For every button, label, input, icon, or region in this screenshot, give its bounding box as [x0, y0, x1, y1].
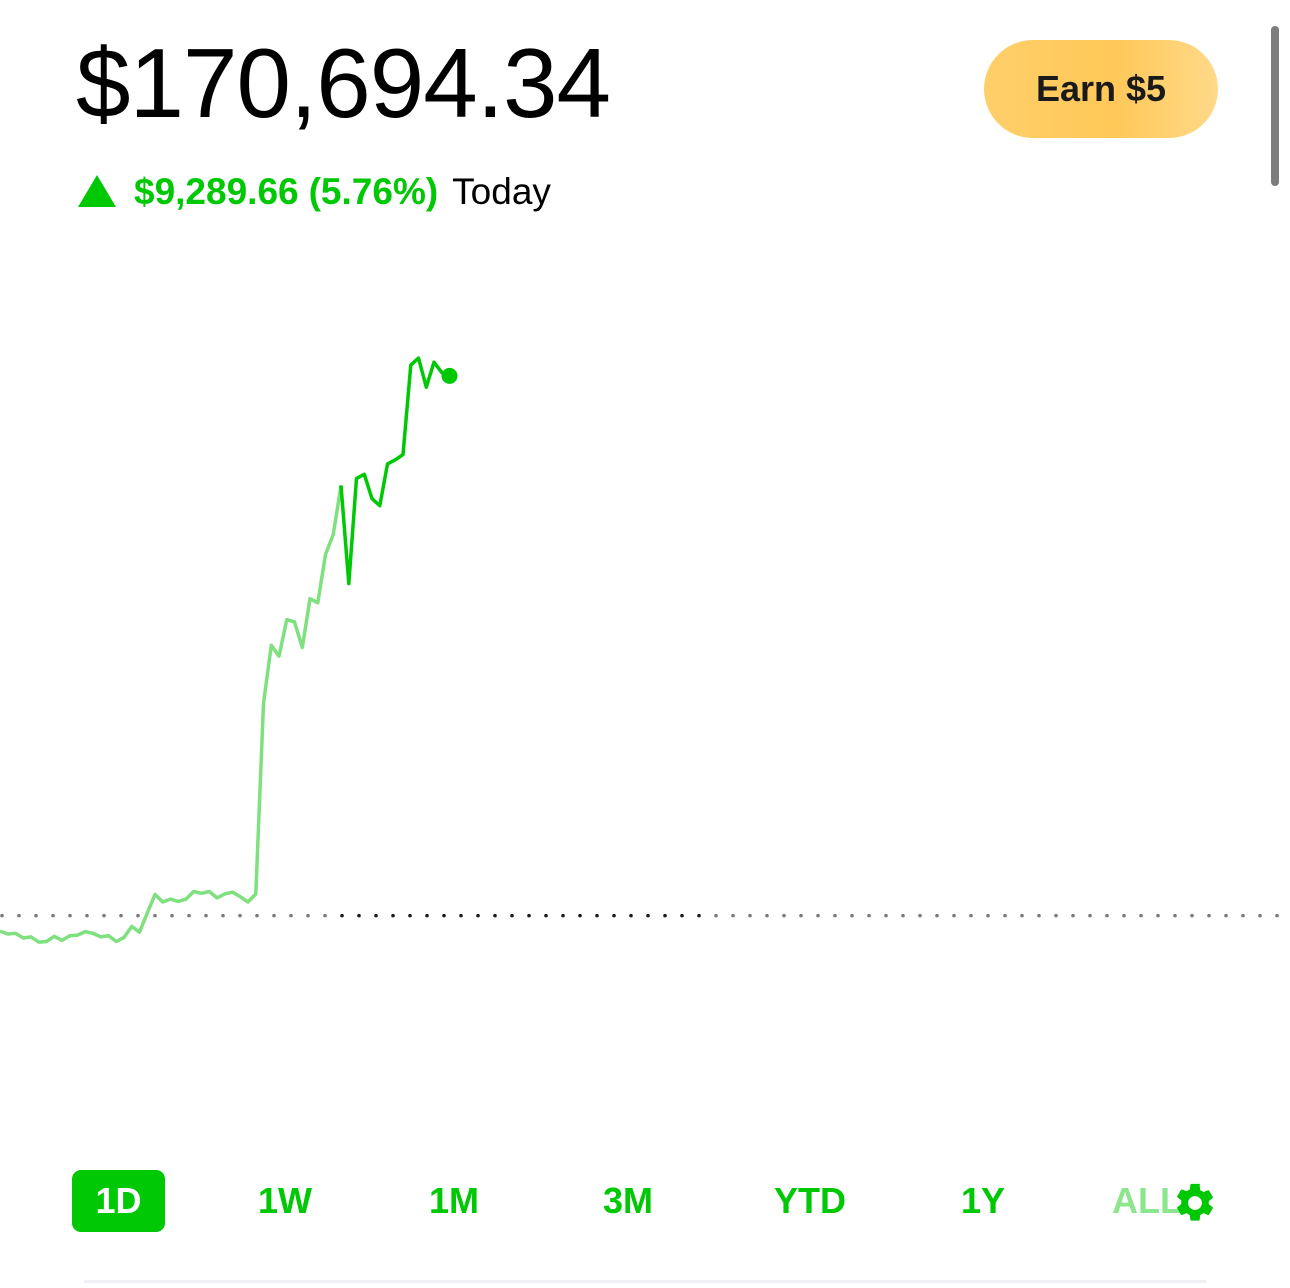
baseline-dot [663, 913, 667, 918]
baseline-dot [1156, 913, 1160, 918]
baseline-dot [1173, 913, 1177, 918]
baseline-dot [765, 913, 769, 918]
baseline-dot [1105, 913, 1109, 918]
portfolio-chart [0, 356, 1279, 944]
gear-icon[interactable] [1172, 1180, 1218, 1226]
daily-change: $9,289.66 (5.76%) Today [78, 168, 551, 216]
baseline-dot [986, 913, 990, 918]
baseline-dot [255, 913, 259, 918]
baseline-dot [1020, 913, 1024, 918]
change-amount: $9,289.66 [134, 171, 299, 212]
baseline-dot [68, 913, 72, 918]
baseline-dot [34, 913, 38, 918]
chart-line [339, 356, 451, 586]
baseline-dot [119, 913, 123, 918]
baseline-dot [884, 913, 888, 918]
baseline-dot [1037, 913, 1041, 918]
baseline-dot [136, 913, 140, 918]
baseline-dot [1258, 913, 1262, 918]
change-percent: (5.76%) [308, 171, 439, 212]
baseline-dot [289, 913, 293, 918]
baseline-dot [578, 913, 582, 918]
baseline-dot [187, 913, 191, 918]
tab-1d[interactable]: 1D [72, 1170, 165, 1232]
baseline-dot [748, 913, 752, 918]
tab-1w[interactable]: 1W [258, 1180, 312, 1221]
baseline-dot [1275, 913, 1279, 918]
baseline-dot [306, 913, 310, 918]
baseline-dot [459, 913, 463, 918]
baseline-dot [1224, 913, 1228, 918]
baseline-dot [408, 913, 412, 918]
chart-line-faded [0, 485, 343, 944]
range-tabs: 1D 1W 1M 3M YTD 1Y ALL [0, 1170, 1290, 1234]
baseline-dot [510, 913, 514, 918]
baseline-dot [799, 913, 803, 918]
bottom-divider [84, 1280, 1206, 1283]
baseline-dot [901, 913, 905, 918]
baseline-dot [0, 913, 4, 918]
baseline-dot [51, 913, 55, 918]
baseline-dot [816, 913, 820, 918]
baseline-dot [782, 913, 786, 918]
baseline-dot [867, 913, 871, 918]
baseline-dot [935, 913, 939, 918]
tab-3m[interactable]: 3M [602, 1180, 653, 1221]
baseline-dot [1190, 913, 1194, 918]
tab-all[interactable]: ALL [1112, 1180, 1182, 1221]
baseline-dot [680, 913, 684, 918]
change-period: Today [452, 171, 551, 212]
baseline-dot [612, 913, 616, 918]
baseline-dot [153, 913, 157, 918]
baseline-dot [1088, 913, 1092, 918]
baseline-dot [969, 913, 973, 918]
tab-ytd[interactable]: YTD [774, 1180, 846, 1221]
baseline-dot [374, 913, 378, 918]
baseline-dot [697, 913, 701, 918]
baseline-dot [544, 913, 548, 918]
baseline-dot [1054, 913, 1058, 918]
chart-endpoint [441, 367, 458, 384]
baseline-dot [595, 913, 599, 918]
baseline-dot [323, 913, 327, 918]
portfolio-value: $170,694.34 [76, 28, 611, 138]
baseline-dot [1071, 913, 1075, 918]
earn-button[interactable]: Earn $5 [984, 40, 1218, 138]
baseline-dot [1139, 913, 1143, 918]
baseline-dot [1003, 913, 1007, 918]
up-triangle-icon [78, 175, 116, 207]
baseline-dot [918, 913, 922, 918]
baseline-dot [646, 913, 650, 918]
tab-1y[interactable]: 1Y [960, 1180, 1006, 1221]
baseline-dot [1122, 913, 1126, 918]
baseline-dot [476, 913, 480, 918]
baseline-dot [1207, 913, 1211, 918]
scrollbar[interactable] [1271, 26, 1279, 186]
baseline-dot [272, 913, 276, 918]
baseline-dot [731, 913, 735, 918]
baseline-dot [527, 913, 531, 918]
baseline-dot [221, 913, 225, 918]
baseline-dot [238, 913, 242, 918]
baseline-dot [357, 913, 361, 918]
baseline-dot [391, 913, 395, 918]
baseline-dot [952, 913, 956, 918]
baseline-dot [340, 913, 344, 918]
baseline-dot [493, 913, 497, 918]
baseline-dot [561, 913, 565, 918]
baseline-dot [1241, 913, 1245, 918]
baseline-dot [102, 913, 106, 918]
baseline-dot [714, 913, 718, 918]
tab-1m[interactable]: 1M [428, 1180, 479, 1221]
baseline-dot [170, 913, 174, 918]
baseline-dot [833, 913, 837, 918]
baseline-dot [204, 913, 208, 918]
baseline-dot [850, 913, 854, 918]
baseline-dot [17, 913, 21, 918]
baseline-dot [442, 913, 446, 918]
baseline-dot [425, 913, 429, 918]
baseline-dot [629, 913, 633, 918]
baseline-dot [85, 913, 89, 918]
